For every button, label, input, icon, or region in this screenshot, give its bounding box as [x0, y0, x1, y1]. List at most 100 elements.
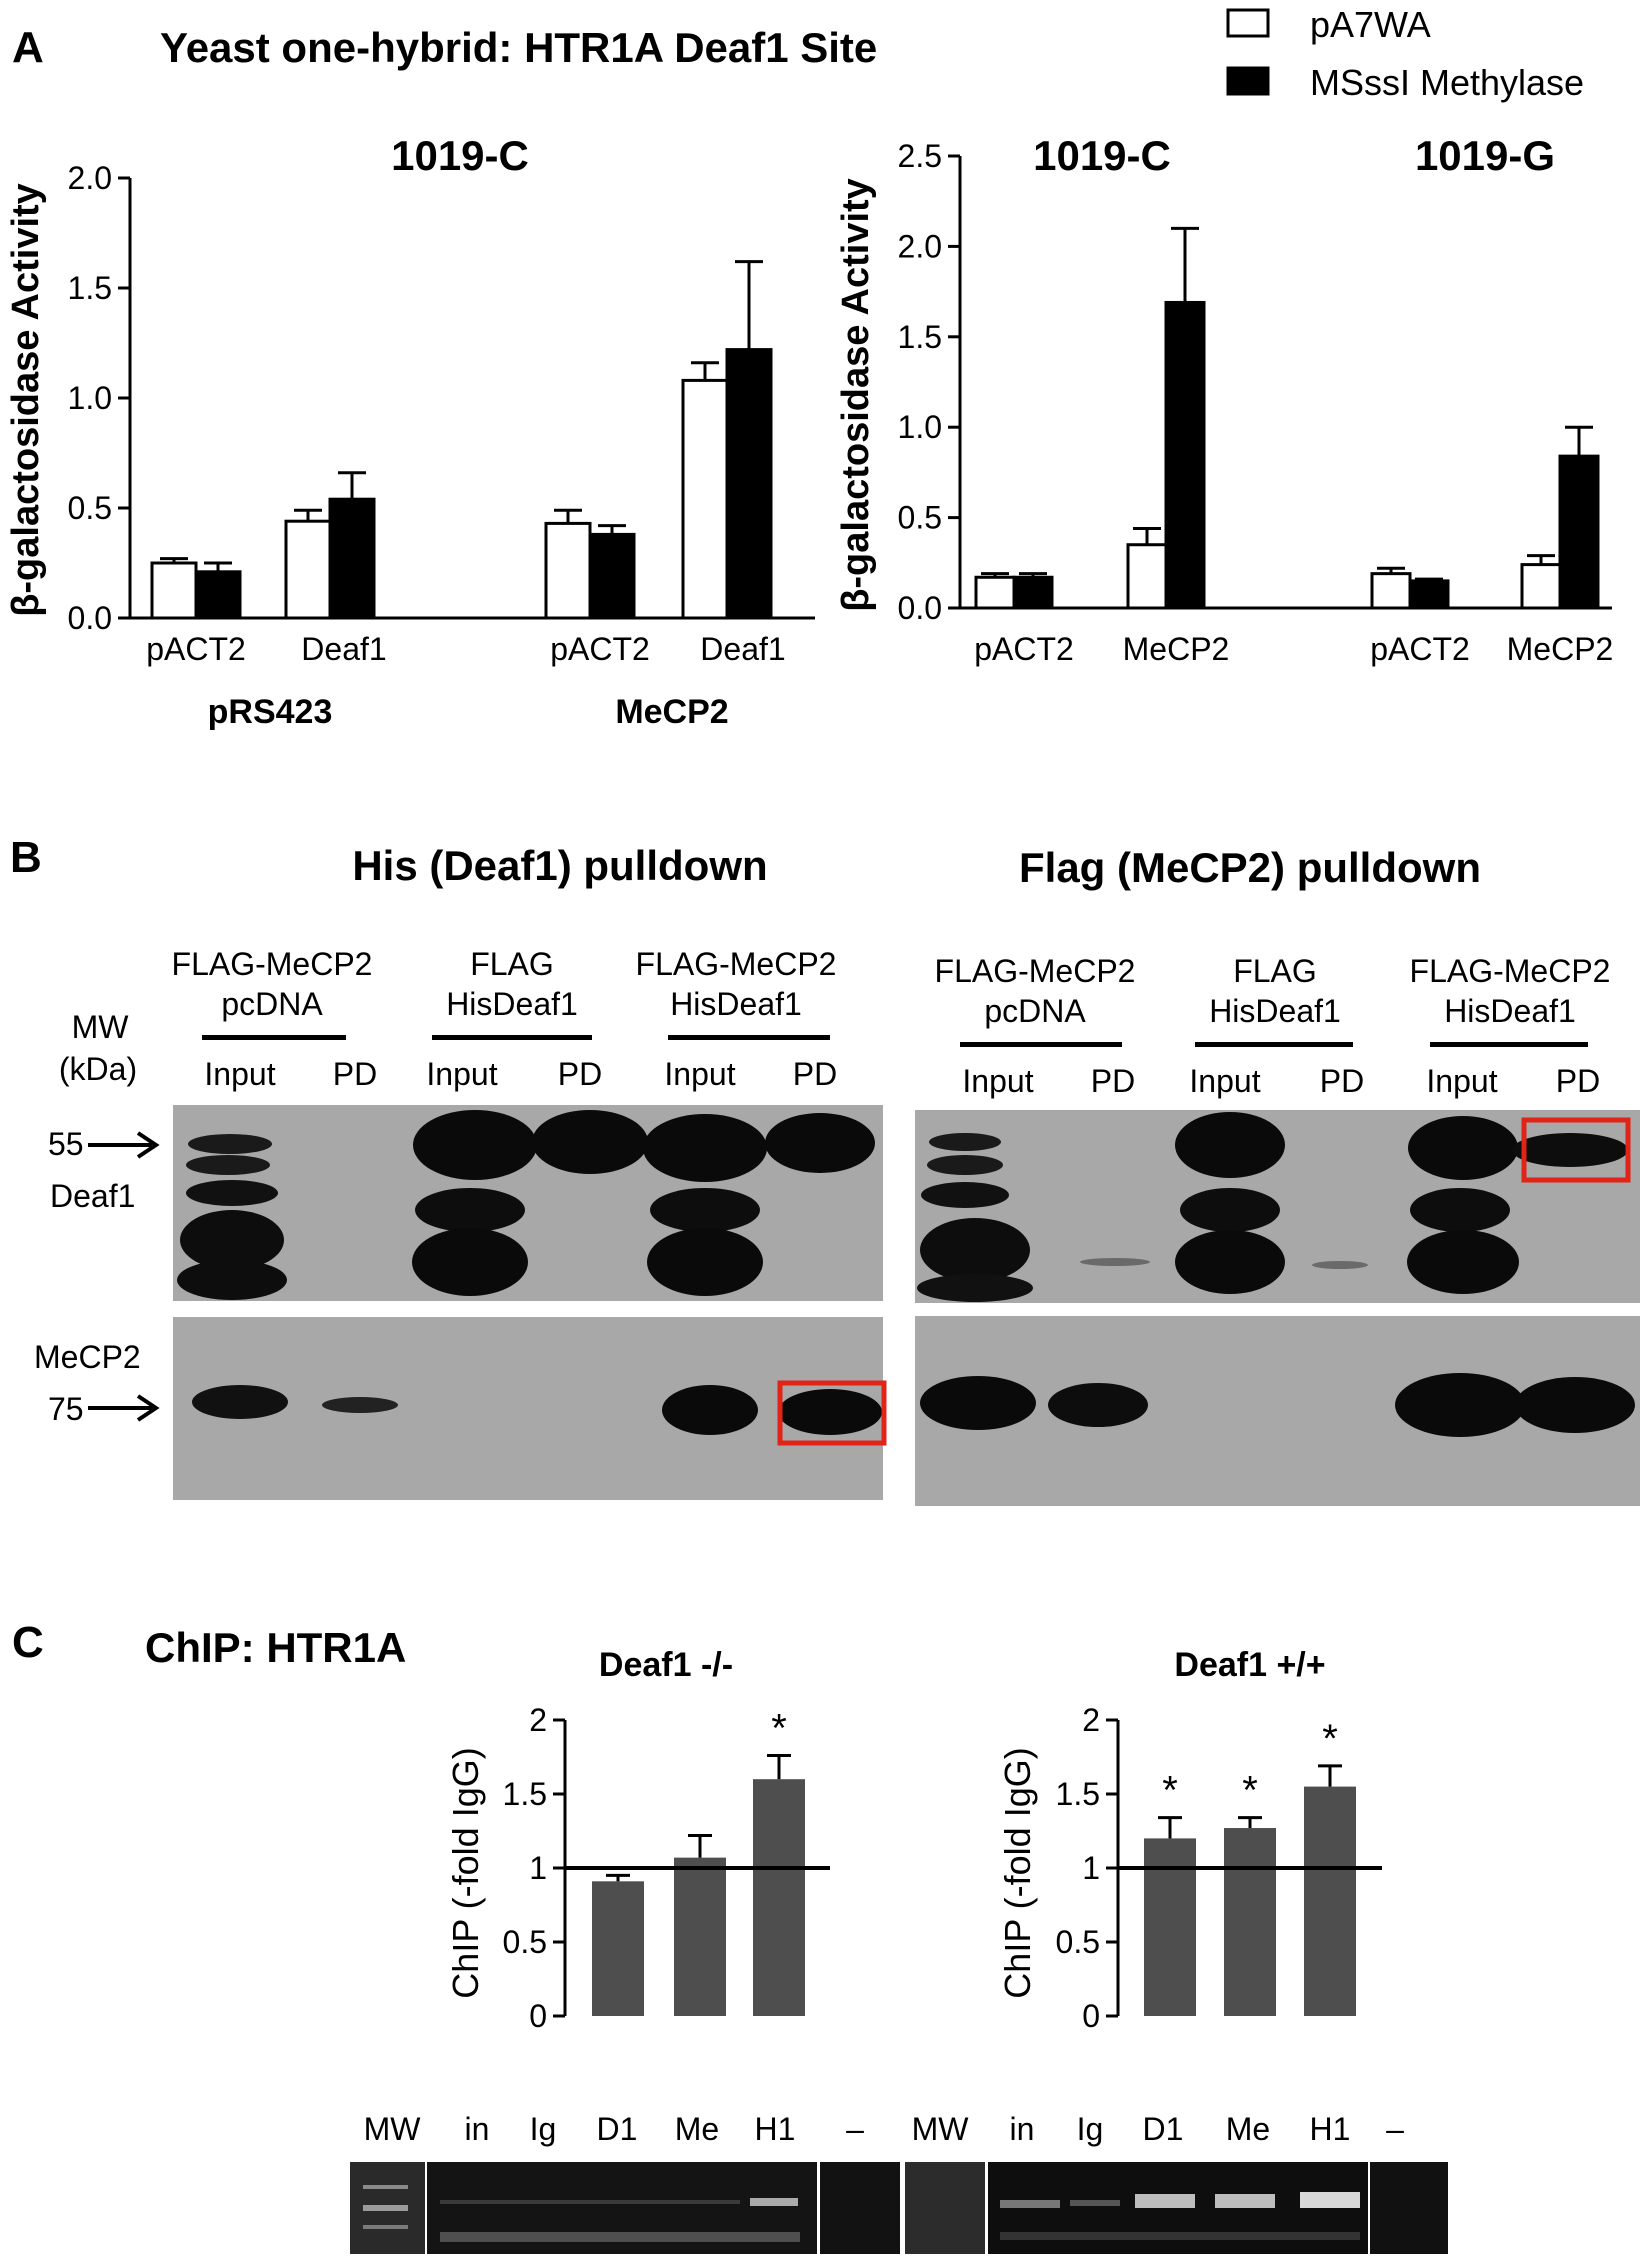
- chart-a1-bar-mssi-1: [328, 497, 376, 620]
- blot-left-group1-line1: FLAG-MeCP2: [172, 946, 373, 982]
- chart-c1-ytick-label: 1: [529, 1850, 547, 1886]
- chart-c1-bar-h1: [753, 1779, 805, 2016]
- chip-gel-image: [350, 2162, 1448, 2254]
- chart-a1-xtick-3: pACT2: [550, 631, 650, 667]
- blot-right-group1-bar: [960, 1042, 1122, 1047]
- chart-c1-ytick-label: 0: [529, 1998, 547, 2034]
- blot-left-group1-bar-b: [288, 1035, 346, 1040]
- panel-a-letter: A: [12, 23, 44, 72]
- blot-right-group1-line1: FLAG-MeCP2: [935, 953, 1136, 989]
- chart-a2-group-1019g: 1019-G: [1415, 132, 1555, 179]
- panel-b-letter: B: [10, 833, 42, 882]
- gel-right-lane-mw: MW: [912, 2111, 970, 2147]
- chart-c2-ylabel: ChIP (-fold IgG): [997, 1747, 1038, 1998]
- blot-right-lane2-pd: PD: [1091, 1063, 1135, 1099]
- chart-c1-bar-me: [674, 1857, 726, 2016]
- legend-swatch-mssi: [1226, 66, 1270, 96]
- chart-a1-ytick-label: 1.5: [68, 270, 112, 306]
- gel-right-lane-neg: –: [1386, 2111, 1404, 2147]
- gel-left-lane-mw: MW: [364, 2111, 422, 2147]
- chart-c2-ytick-label: 0: [1082, 1998, 1100, 2034]
- blot-left-lane1-input: Input: [204, 1056, 275, 1092]
- chart-a2-xtick-2: MeCP2: [1123, 631, 1230, 667]
- blot-left-group3-line2: HisDeaf1: [670, 986, 802, 1022]
- gel-left-lane-me: Me: [675, 2111, 719, 2147]
- chart-a2-ytick-label: 1.0: [898, 409, 942, 445]
- blot-left-group1-bar: [202, 1035, 342, 1040]
- chart-a2-bar-mssi-2: [1408, 579, 1450, 610]
- chart-a2-xtick-4: MeCP2: [1507, 631, 1614, 667]
- chart-c2-significance-star: *: [1322, 1717, 1338, 1761]
- blot-right-lane-headers: FLAG-MeCP2 pcDNA FLAG HisDeaf1 FLAG-MeCP…: [935, 953, 1611, 1099]
- highlight-box-left: [777, 1380, 887, 1446]
- gel-left-lane-neg: –: [846, 2111, 864, 2147]
- chart-a1-bar-mssi-0: [194, 570, 242, 620]
- gel-lane-labels: MW in Ig D1 Me H1 – MW in Ig D1 Me H1 –: [364, 2111, 1405, 2147]
- blot-left-group3-line1: FLAG-MeCP2: [636, 946, 837, 982]
- legend: pA7WA MSssI Methylase: [1226, 4, 1584, 103]
- blot-left-group2-line2: HisDeaf1: [446, 986, 578, 1022]
- panel-b-right-title: Flag (MeCP2) pulldown: [1019, 844, 1481, 891]
- blot-left-lane4-pd: PD: [558, 1056, 602, 1092]
- highlight-box-right: [1521, 1117, 1631, 1183]
- panel-c-letter: C: [12, 1618, 44, 1667]
- chart-a1-ytick-label: 0.0: [68, 600, 112, 636]
- blot-right-group3-line2: HisDeaf1: [1444, 993, 1576, 1029]
- blot-right-lane1-input: Input: [962, 1063, 1033, 1099]
- chart-a1-xtick-2: Deaf1: [301, 631, 386, 667]
- blot-left-lane5-input: Input: [664, 1056, 735, 1092]
- blot-left-lane2-pd: PD: [333, 1056, 377, 1092]
- blot-left-lane6-pd: PD: [793, 1056, 837, 1092]
- blot-right-group3-line1: FLAG-MeCP2: [1410, 953, 1611, 989]
- gel-left-lane-h1: H1: [755, 2111, 796, 2147]
- chart-a1-ytick-label: 2.0: [68, 160, 112, 196]
- chart-a1-yeast-1019c: 1019-C β-galactosidase Activity pACT2 De…: [5, 132, 815, 731]
- chart-c2-significance-star: *: [1162, 1769, 1178, 1813]
- chart-c1-ytick-label: 0.5: [503, 1924, 547, 1960]
- chart-a2-ytick-label: 0.0: [898, 590, 942, 626]
- chart-c1-chip-deaf1-ko: Deaf1 -/- ChIP (-fold IgG) 0 0.5 1 1.5 2 *: [445, 1646, 830, 2034]
- gel-left-lane-ig: Ig: [530, 2111, 557, 2147]
- chart-c1-ytick-label: 1.5: [503, 1776, 547, 1812]
- blot-left-group2-bar: [432, 1035, 592, 1040]
- blot-left-lane3-input: Input: [426, 1056, 497, 1092]
- marker-75-label: 75: [48, 1391, 84, 1427]
- blot-left-group2-line1: FLAG: [470, 946, 554, 982]
- chart-c2-bar-me: [1224, 1828, 1276, 2016]
- chart-c1-significance-star: *: [771, 1707, 787, 1751]
- blot-right-group3-bar: [1430, 1042, 1588, 1047]
- chart-a1-ytick-label: 0.5: [68, 490, 112, 526]
- gel-left-lane-in: in: [465, 2111, 490, 2147]
- gel-right-lane-ig: Ig: [1077, 2111, 1104, 2147]
- chart-c2-ytick-label: 0.5: [1056, 1924, 1100, 1960]
- chart-a2-bar-pa7wa-0: [974, 575, 1016, 610]
- chart-a2-ytick-label: 0.5: [898, 500, 942, 536]
- marker-75-arrow: [88, 1394, 160, 1422]
- chart-c2-bar-h1: [1304, 1786, 1356, 2016]
- kda-label: (kDa): [59, 1051, 137, 1087]
- panel-c-title: ChIP: HTR1A: [145, 1624, 406, 1671]
- chart-a2-bar-mssi-3: [1558, 454, 1600, 610]
- chart-a2-ylabel: β-galactosidase Activity: [835, 178, 877, 612]
- blot-right-group2-bar: [1195, 1042, 1353, 1047]
- gel-right-lane-in: in: [1010, 2111, 1035, 2147]
- chart-c2-chip-deaf1-wt: Deaf1 +/+ ChIP (-fold IgG) 0 0.5 1 1.5 2 * * *: [997, 1646, 1382, 2034]
- chart-a2-ytick-label: 2.5: [898, 138, 942, 174]
- chart-c1-title: Deaf1 -/-: [599, 1646, 733, 1684]
- chart-c2-bar-d1: [1144, 1838, 1196, 2016]
- chart-a1-group-prs423: pRS423: [208, 693, 333, 731]
- mecp2-band-label: MeCP2: [34, 1339, 141, 1375]
- chart-c1-ylabel: ChIP (-fold IgG): [445, 1747, 486, 1998]
- chart-a2-bar-pa7wa-1: [1126, 543, 1168, 610]
- chart-a2-group-1019c: 1019-C: [1033, 132, 1171, 179]
- legend-swatch-pa7wa: [1226, 8, 1270, 38]
- blot-right-lane4-pd: PD: [1320, 1063, 1364, 1099]
- chart-a2-bar-mssi-0: [1012, 575, 1054, 610]
- chart-a2-xtick-3: pACT2: [1370, 631, 1470, 667]
- chart-a1-bar-pa7wa-2: [544, 521, 592, 620]
- blot-right-lane6-pd: PD: [1556, 1063, 1600, 1099]
- chart-a2-xtick-1: pACT2: [974, 631, 1074, 667]
- blot-right-group1-line2: pcDNA: [984, 993, 1086, 1029]
- chart-a1-group-mecp2: MeCP2: [615, 693, 728, 731]
- panel-a-title: Yeast one-hybrid: HTR1A Deaf1 Site: [160, 24, 877, 71]
